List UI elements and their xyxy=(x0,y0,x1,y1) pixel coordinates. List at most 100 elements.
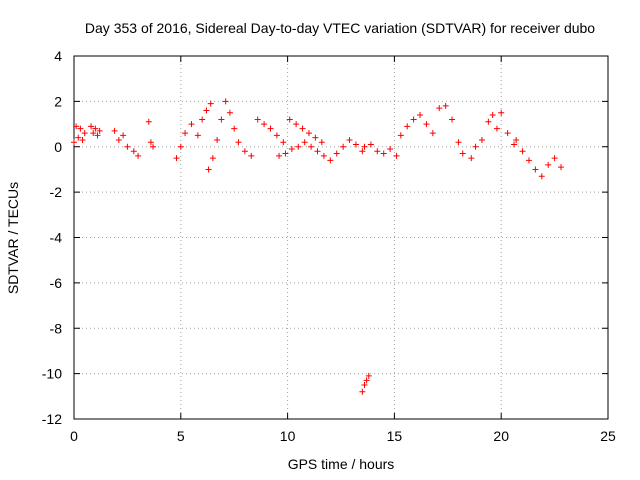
series-dubo-segment-c xyxy=(111,127,142,159)
y-axis-label: SDTVAR / TECUs xyxy=(5,182,21,294)
data-point xyxy=(235,139,242,146)
y-tick-label: -8 xyxy=(50,320,63,336)
data-point xyxy=(150,143,157,150)
data-point xyxy=(489,111,496,118)
y-tick-label: -12 xyxy=(42,411,62,427)
data-point xyxy=(519,148,526,155)
y-tick-label: 2 xyxy=(54,93,62,109)
data-point xyxy=(90,130,97,137)
chart-title: Day 353 of 2016, Sidereal Day-to-day VTE… xyxy=(85,20,595,36)
data-point xyxy=(222,98,229,105)
data-point xyxy=(314,148,321,155)
series-dubo-outlier xyxy=(359,372,372,395)
series-dubo-segment-l xyxy=(513,136,565,180)
data-point xyxy=(327,157,334,164)
data-point xyxy=(312,134,319,141)
data-point xyxy=(359,148,366,155)
data-point xyxy=(498,109,505,116)
data-point xyxy=(88,123,95,130)
data-point xyxy=(71,139,77,146)
data-point xyxy=(231,125,238,132)
series-dubo-segment-j xyxy=(397,102,466,157)
data-point xyxy=(241,148,248,155)
x-tick-label: 10 xyxy=(280,428,296,444)
series-dubo-segment-b xyxy=(88,123,103,139)
data-point xyxy=(493,125,500,132)
data-point xyxy=(352,141,359,148)
data-point xyxy=(305,130,312,137)
data-point xyxy=(478,136,485,143)
data-point xyxy=(248,152,255,159)
series-dubo-segment-a xyxy=(71,123,88,146)
data-point xyxy=(203,107,210,114)
data-point xyxy=(273,132,280,139)
data-point xyxy=(120,132,127,139)
data-point xyxy=(199,116,206,123)
data-point xyxy=(79,136,86,143)
series-dubo-segment-f xyxy=(205,98,255,173)
data-point xyxy=(115,136,122,143)
data-point xyxy=(429,130,436,137)
data-point xyxy=(436,105,443,112)
x-tick-label: 0 xyxy=(70,428,78,444)
data-point xyxy=(558,164,565,171)
data-point xyxy=(545,161,552,168)
data-point xyxy=(194,132,201,139)
data-point xyxy=(340,143,347,150)
y-tick-label: -6 xyxy=(50,275,63,291)
data-point xyxy=(525,157,532,164)
data-point xyxy=(214,136,221,143)
data-point xyxy=(346,136,353,143)
data-point xyxy=(333,150,340,157)
data-point xyxy=(130,148,137,155)
data-point xyxy=(207,100,214,107)
data-point xyxy=(404,123,411,130)
y-tick-label: -2 xyxy=(50,184,63,200)
data-point xyxy=(261,121,268,128)
series-dubo-segment-k xyxy=(468,109,518,162)
x-axis-label: GPS time / hours xyxy=(288,456,395,472)
data-point xyxy=(295,143,302,150)
data-point xyxy=(267,125,274,132)
data-point xyxy=(449,116,456,123)
data-point xyxy=(81,130,88,137)
data-point xyxy=(417,111,424,118)
data-point xyxy=(459,150,466,157)
data-point xyxy=(209,155,216,162)
series-dubo-segment-h xyxy=(276,136,366,164)
grid-layer xyxy=(74,56,608,419)
data-point xyxy=(397,132,404,139)
data-point xyxy=(147,139,154,146)
y-tick-label: 0 xyxy=(54,139,62,155)
data-point xyxy=(280,139,287,146)
x-tick-label: 25 xyxy=(600,428,616,444)
data-point xyxy=(96,127,103,134)
data-point xyxy=(218,116,225,123)
y-tick-label: -10 xyxy=(42,366,62,382)
data-point xyxy=(145,118,152,125)
data-point xyxy=(177,143,184,150)
data-point xyxy=(288,146,295,153)
data-point xyxy=(308,143,315,150)
data-point xyxy=(468,155,475,162)
series-dubo-segment-d xyxy=(145,118,157,150)
data-point xyxy=(286,116,293,123)
data-point xyxy=(511,141,518,148)
series-dubo-segment-g xyxy=(254,116,325,146)
data-point xyxy=(73,123,80,130)
data-point xyxy=(111,127,118,134)
data-point xyxy=(551,155,558,162)
data-point xyxy=(92,125,99,132)
data-point xyxy=(472,143,479,150)
data-point xyxy=(361,381,368,388)
x-tick-label: 15 xyxy=(387,428,403,444)
data-point xyxy=(455,139,462,146)
data-point xyxy=(276,152,283,159)
data-point xyxy=(301,139,308,146)
data-point xyxy=(504,130,511,137)
data-point xyxy=(182,130,189,137)
data-point xyxy=(173,155,180,162)
data-point xyxy=(367,141,374,148)
